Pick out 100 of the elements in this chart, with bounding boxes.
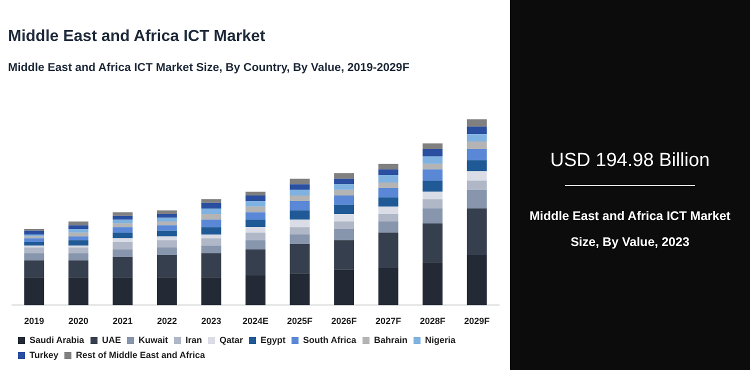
bar <box>156 218 177 222</box>
bar <box>334 214 354 222</box>
bar <box>422 208 443 224</box>
bar <box>334 240 354 270</box>
bar <box>201 238 222 246</box>
bar <box>334 184 354 190</box>
x-tick-label: 2020 <box>68 316 88 326</box>
bar <box>156 240 177 248</box>
bar <box>378 232 398 268</box>
bar <box>466 180 487 190</box>
chart-subtitle: Middle East and Africa ICT Market Size, By Country, By Value, 2019-2029F <box>8 62 410 74</box>
bar <box>334 190 354 196</box>
bar <box>112 242 133 250</box>
bar <box>112 227 133 233</box>
bar <box>68 248 88 254</box>
x-tick-label: 2019 <box>24 316 44 326</box>
bar <box>334 173 354 179</box>
bar <box>201 220 222 228</box>
bar <box>246 201 266 207</box>
x-tick-label: 2024E <box>242 316 269 326</box>
bar <box>68 222 88 226</box>
legend-label: Kuwait <box>138 334 168 345</box>
bar <box>466 142 487 149</box>
bar <box>68 232 88 236</box>
bar <box>422 156 443 164</box>
bar <box>112 212 133 216</box>
bar <box>378 197 398 207</box>
x-tick-label: 2023 <box>201 316 222 326</box>
bar <box>246 206 266 212</box>
bar <box>156 214 177 218</box>
bar <box>156 230 177 236</box>
bar <box>334 195 354 205</box>
bar <box>422 199 443 208</box>
bar <box>378 169 398 175</box>
bar <box>68 277 88 306</box>
bar <box>201 214 222 220</box>
bar <box>201 227 222 235</box>
bar <box>156 248 177 255</box>
bar <box>334 204 354 214</box>
bar <box>24 242 44 246</box>
bar <box>246 227 266 233</box>
bar <box>422 143 443 149</box>
bar <box>290 210 310 220</box>
bar <box>290 244 310 274</box>
x-tick-label: 2022 <box>156 316 177 326</box>
bar <box>246 232 266 240</box>
bar <box>68 253 88 261</box>
bar <box>201 277 222 306</box>
x-tick-label: 2026F <box>331 316 358 326</box>
bar <box>290 220 310 228</box>
bar <box>201 202 222 208</box>
bar <box>112 277 133 306</box>
bar <box>378 164 398 170</box>
legend-label: Rest of Middle East and Africa <box>76 350 206 360</box>
bar <box>68 236 88 240</box>
bar <box>290 184 310 190</box>
bar <box>290 227 310 235</box>
bar <box>112 216 133 220</box>
bar <box>466 148 487 160</box>
text: USD 194.98 Billion <box>549 150 711 173</box>
bar <box>334 178 354 184</box>
bar <box>466 171 487 181</box>
bar <box>334 270 354 306</box>
bar <box>68 240 88 246</box>
x-tick-label: 2027F <box>376 316 402 326</box>
chart-title: Middle East and Africa ICT Market <box>8 28 266 46</box>
bar <box>378 175 398 182</box>
bar <box>290 195 310 202</box>
bar <box>290 201 310 210</box>
bar <box>156 277 177 306</box>
bar <box>422 148 443 156</box>
bar <box>466 126 487 134</box>
bar <box>246 249 266 276</box>
bar <box>334 222 354 229</box>
bar <box>466 134 487 142</box>
bar <box>68 228 88 233</box>
bar <box>290 178 310 184</box>
bar <box>156 254 177 278</box>
bar <box>201 246 222 254</box>
bar <box>112 249 133 257</box>
bar <box>290 190 310 196</box>
bar <box>466 254 487 306</box>
legend-label: Turkey <box>30 350 58 360</box>
bar <box>378 206 398 214</box>
bar <box>422 192 443 200</box>
bar <box>422 262 443 306</box>
legend-label: Qatar <box>220 334 244 345</box>
bar <box>201 234 222 238</box>
bar <box>246 192 266 196</box>
x-tick-label: 2028F <box>420 316 446 326</box>
text: Middle East and Africa ICT Market Size, By Value, 2023 <box>528 208 732 251</box>
legend-label: Bahrain <box>374 334 408 345</box>
bar <box>422 223 443 262</box>
bar <box>466 119 487 127</box>
bar <box>378 182 398 188</box>
bar <box>68 225 88 229</box>
x-tick-label: 2025F <box>287 316 314 326</box>
bar <box>112 220 133 224</box>
bar <box>112 238 133 242</box>
legend-label: Nigeria <box>425 334 457 345</box>
